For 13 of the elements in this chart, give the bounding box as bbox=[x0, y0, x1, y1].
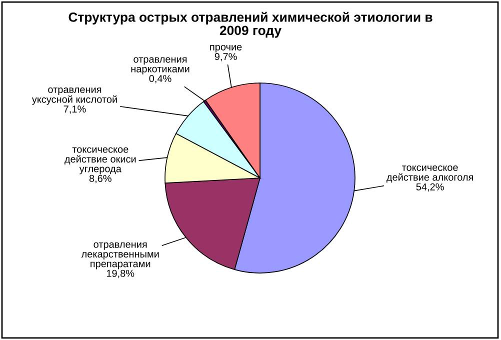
slice-label: токсическое действие алкоголя bbox=[386, 165, 473, 183]
slice-label: отравления уксусной кислотой bbox=[32, 88, 117, 105]
slice-label: токсическое действие окиси углерода bbox=[64, 147, 136, 174]
data-label: 19,8% bbox=[106, 270, 134, 278]
data-label: 8,6% bbox=[89, 174, 112, 184]
data-label: 54,2% bbox=[416, 183, 444, 192]
data-label: 7,1% bbox=[64, 106, 86, 114]
slice-label: отравления наркотиками bbox=[131, 57, 190, 74]
chart-title: Структура острых отравлений химической этиологии в 2009 году bbox=[68, 12, 432, 38]
data-label: 9,7% bbox=[214, 53, 237, 62]
slice-label: отравления лекарственными препаратами bbox=[81, 242, 159, 270]
data-label: 0,4% bbox=[149, 74, 172, 84]
slice-label: прочие bbox=[210, 44, 242, 52]
